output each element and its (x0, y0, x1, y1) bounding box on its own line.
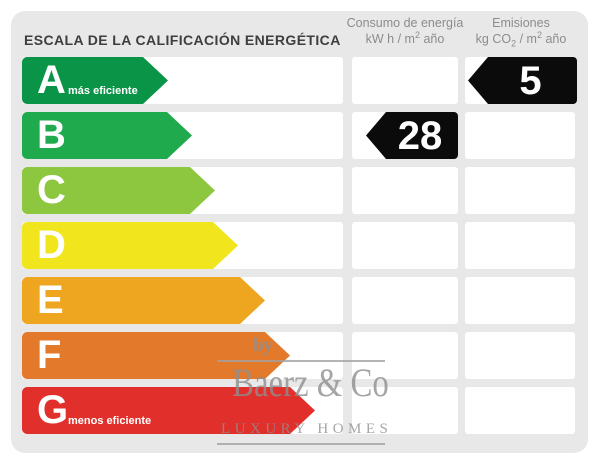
emisiones-column-unit: kg CO2 / m2 año (475, 29, 567, 49)
rating-row-b: B (22, 112, 577, 159)
emisiones-column-header: Emisiones kg CO2 / m2 año (455, 15, 587, 49)
emisiones-value: 5 (519, 58, 542, 103)
rating-letter: G (37, 387, 69, 432)
rating-row-d: D (22, 222, 577, 269)
consumo-cell (352, 332, 458, 379)
consumo-cell (352, 167, 458, 214)
rating-arrow-a: A más eficiente (22, 57, 168, 104)
emisiones-cell (465, 167, 575, 214)
emisiones-column-title: Emisiones (492, 16, 550, 30)
emisiones-cell (465, 222, 575, 269)
emisiones-value-arrow: 5 (468, 57, 577, 104)
page-title: ESCALA DE LA CALIFICACIÓN ENERGÉTICA (24, 32, 341, 48)
consumo-value-arrow: 28 (366, 112, 458, 159)
consumo-column-header: Consumo de energía kW h / m2 año (342, 15, 468, 47)
rating-row-c: C (22, 167, 577, 214)
rating-letter: C (37, 167, 66, 212)
watermark-rule-bottom (217, 443, 385, 445)
consumo-value: 28 (397, 113, 443, 158)
rating-label-worst: menos eficiente (68, 415, 152, 427)
emisiones-cell (465, 387, 575, 434)
rating-arrow-e: E (22, 277, 265, 324)
rating-row-f: F (22, 332, 577, 379)
consumo-cell (352, 222, 458, 269)
rating-row-e: E (22, 277, 577, 324)
rating-arrow-d: D (22, 222, 238, 269)
emisiones-cell (465, 332, 575, 379)
consumo-cell (352, 57, 458, 104)
rating-letter: E (37, 277, 64, 322)
consumo-column-title: Consumo de energía (346, 16, 464, 30)
rating-letter: A (37, 57, 66, 102)
rating-row-a: A más eficiente (22, 57, 577, 104)
rating-arrow-g: G menos eficiente (22, 387, 315, 434)
rating-letter: F (37, 332, 62, 377)
emisiones-cell (465, 112, 575, 159)
energy-scale-card: ESCALA DE LA CALIFICACIÓN ENERGÉTICA Con… (11, 11, 588, 453)
consumo-cell (352, 387, 458, 434)
rating-letter: D (37, 222, 66, 267)
rating-arrow-f: F (22, 332, 290, 379)
rating-row-g: G menos eficiente (22, 387, 577, 434)
rating-arrow-c: C (22, 167, 215, 214)
rating-arrow-b: B (22, 112, 192, 159)
consumo-column-unit: kW h / m2 año (365, 29, 445, 46)
rating-letter: B (37, 112, 66, 157)
rating-label-best: más eficiente (68, 85, 138, 97)
emisiones-cell (465, 277, 575, 324)
consumo-cell (352, 277, 458, 324)
